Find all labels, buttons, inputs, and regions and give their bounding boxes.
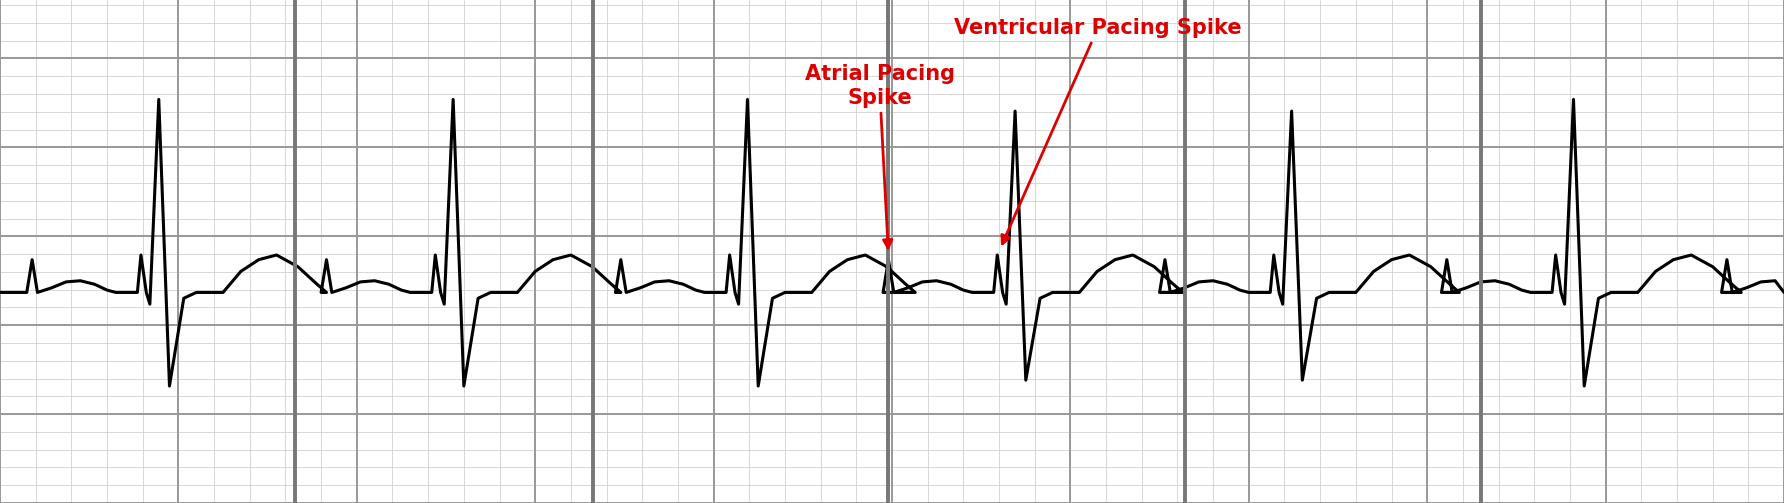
Text: Atrial Pacing
Spike: Atrial Pacing Spike bbox=[805, 64, 954, 248]
Text: Ventricular Pacing Spike: Ventricular Pacing Spike bbox=[954, 18, 1242, 244]
